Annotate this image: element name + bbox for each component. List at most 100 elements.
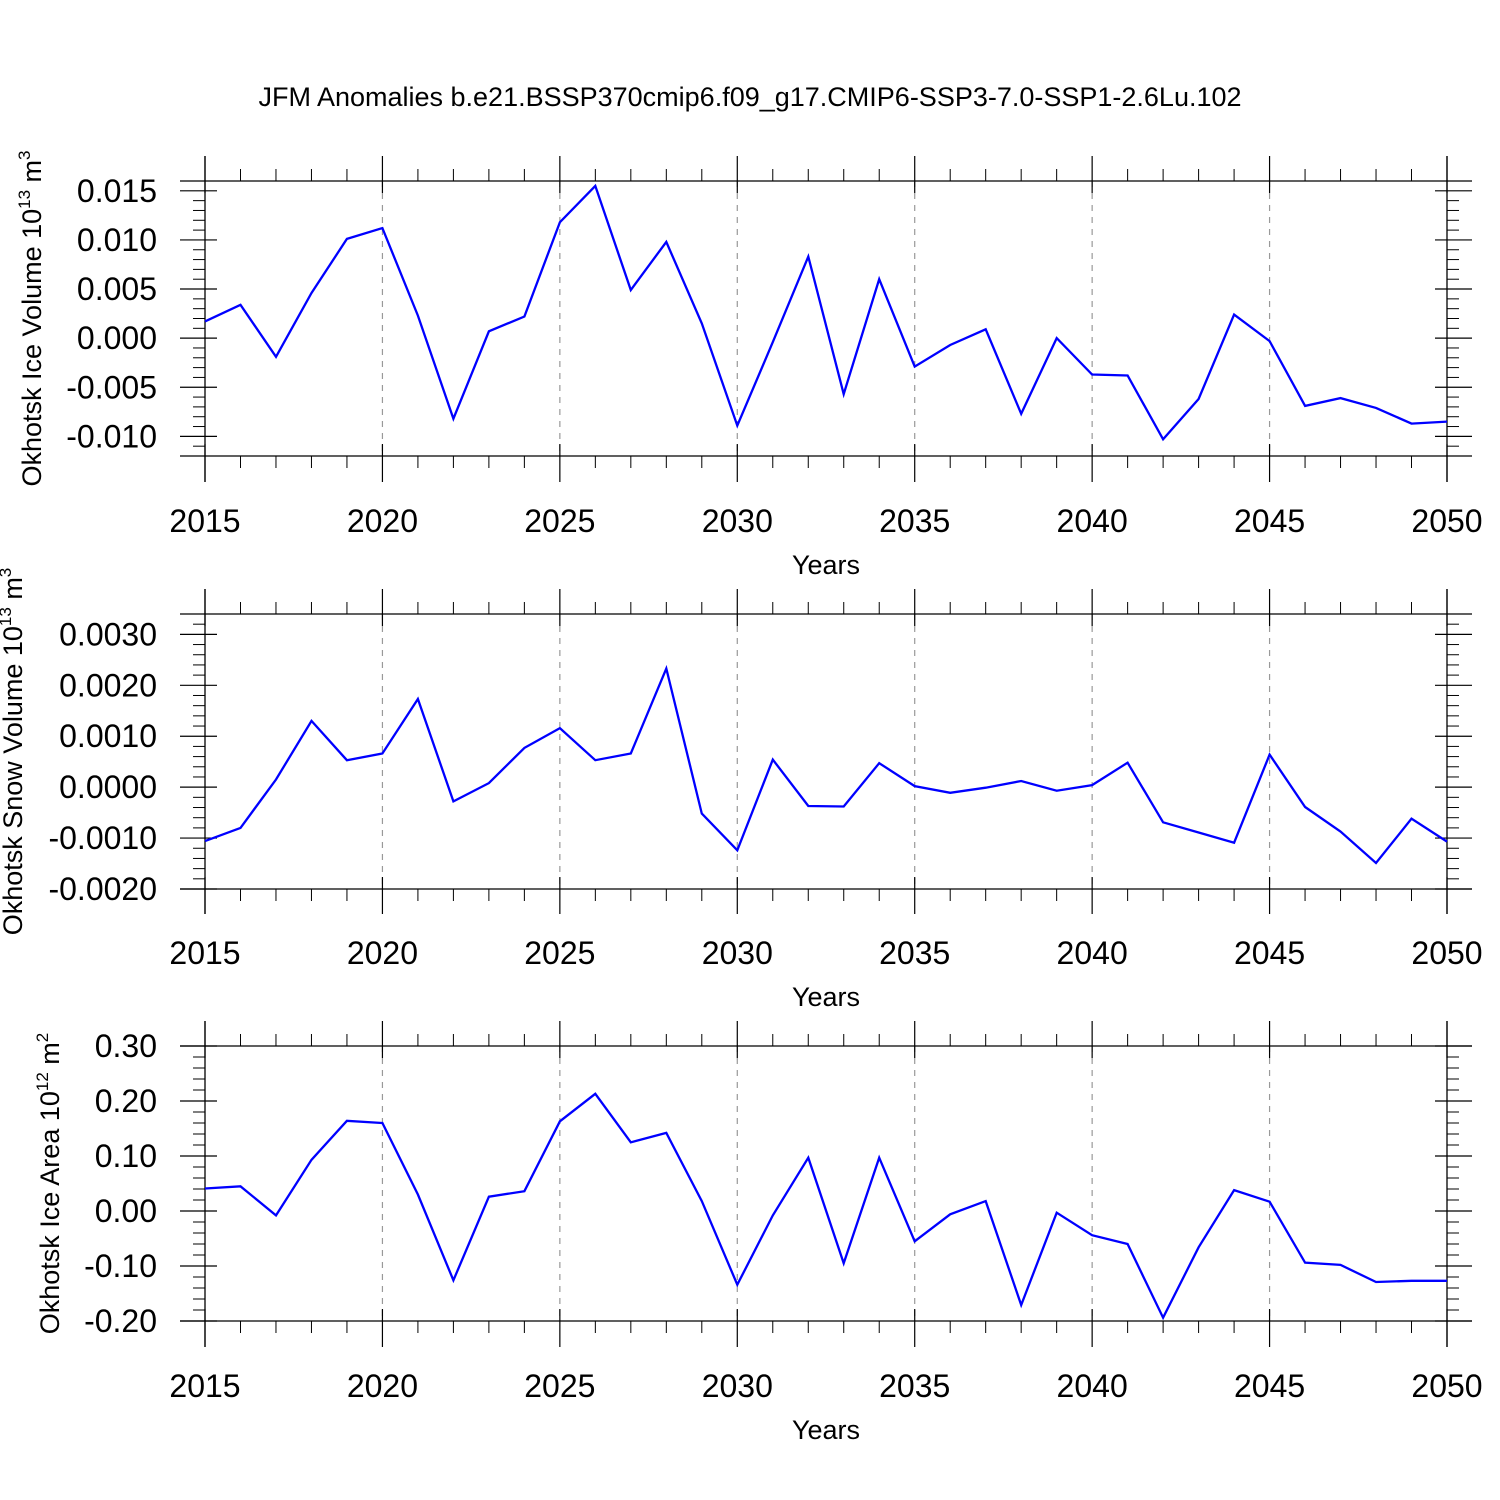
- snow-volume-data-point: [417, 698, 419, 700]
- snow-volume-data-point: [1020, 780, 1022, 782]
- ice-volume-data-point: [1304, 405, 1306, 407]
- ice-area-data-point: [949, 1213, 951, 1215]
- ice-volume-data-point: [204, 320, 206, 322]
- snow-volume-y-tick-label: 0.0020: [59, 667, 157, 703]
- snow-volume-data-point: [878, 762, 880, 764]
- ice-area-data-point: [1410, 1280, 1412, 1282]
- ice-volume-data-point: [1162, 438, 1164, 440]
- snow-volume-data-point: [1375, 862, 1377, 864]
- snow-volume-data-point: [914, 785, 916, 787]
- ice-volume-y-tick-label: 0.005: [77, 271, 157, 307]
- ice-volume-data-point: [346, 238, 348, 240]
- snow-volume-data-point: [1126, 762, 1128, 764]
- ice-area-data-point: [914, 1240, 916, 1242]
- snow-volume-data-point: [1162, 821, 1164, 823]
- ice-area-x-tick-label: 2025: [524, 1368, 595, 1404]
- ice-volume-data-point: [1446, 420, 1448, 422]
- snow-volume-series-line: [204, 664, 1448, 865]
- snow-volume-data-point: [523, 747, 525, 749]
- ice-volume-y-tick-label: -0.005: [66, 369, 157, 405]
- snow-volume-x-tick-label: 2015: [169, 935, 240, 971]
- panel-snow-volume: -0.0020 -0.0010 0.0000 0.0010 0.0020 0.0030 20…: [0, 568, 1483, 1012]
- ice-area-data-point: [523, 1190, 525, 1192]
- snow-volume-data-point: [1233, 841, 1235, 843]
- ice-volume-data-point: [701, 322, 703, 324]
- snow-volume-data-point: [488, 782, 490, 784]
- ice-area-data-point: [1339, 1264, 1341, 1266]
- snow-volume-data-point: [1304, 806, 1306, 808]
- snow-volume-data-point: [984, 786, 986, 788]
- snow-volume-data-point: [1339, 830, 1341, 832]
- ice-area-data-point: [559, 1120, 561, 1122]
- chart-title: JFM Anomalies b.e21.BSSP370cmip6.f09_g17…: [258, 82, 1241, 112]
- snow-volume-data-point: [204, 840, 206, 842]
- ice-volume-data-point: [1375, 407, 1377, 409]
- ice-area-data-point: [310, 1159, 312, 1161]
- ice-volume-y-tick-label: -0.010: [66, 418, 157, 454]
- snow-volume-data-point: [1091, 784, 1093, 786]
- ice-volume-data-point: [523, 315, 525, 317]
- snow-volume-x-tick-label: 2020: [347, 935, 418, 971]
- ice-volume-data-point: [630, 289, 632, 291]
- ice-area-data-point: [346, 1120, 348, 1122]
- ice-area-data-point: [1091, 1234, 1093, 1236]
- ice-area-x-tick-label: 2035: [879, 1368, 950, 1404]
- ice-area-x-tick-label: 2040: [1057, 1368, 1128, 1404]
- snow-volume-data-point: [807, 805, 809, 807]
- snow-volume-x-tick-label: 2050: [1411, 935, 1482, 971]
- ice-volume-x-tick-label: 2040: [1057, 503, 1128, 539]
- snow-volume-y-tick-label: 0.0030: [59, 616, 157, 652]
- snow-volume-data-point: [1197, 831, 1199, 833]
- ice-area-data-point: [452, 1279, 454, 1281]
- ice-area-data-point: [1233, 1189, 1235, 1191]
- ice-area-data-point: [1268, 1200, 1270, 1202]
- snow-volume-x-tick-label: 2025: [524, 935, 595, 971]
- snow-volume-x-tick-label: 2045: [1234, 935, 1305, 971]
- snow-volume-data-point: [310, 720, 312, 722]
- ice-area-data-point: [1055, 1211, 1057, 1213]
- ice-area-y-tick-label: -0.10: [84, 1248, 157, 1284]
- snow-volume-data-point: [843, 805, 845, 807]
- ice-area-y-tick-label: 0.30: [95, 1028, 157, 1064]
- snow-volume-data-point: [594, 759, 596, 761]
- ice-volume-data-point: [772, 341, 774, 343]
- ice-area-data-point: [807, 1156, 809, 1158]
- ice-volume-series-line: [204, 183, 1448, 442]
- ice-volume-x-tick-label: 2030: [702, 503, 773, 539]
- ice-area-y-tick-label: 0.10: [95, 1138, 157, 1174]
- ice-area-data-point: [843, 1262, 845, 1264]
- ice-volume-x-tick-label: 2025: [524, 503, 595, 539]
- ice-area-data-point: [417, 1193, 419, 1195]
- ice-volume-y-tick-label: 0.010: [77, 222, 157, 258]
- snow-volume-y-tick-label: -0.0010: [48, 820, 157, 856]
- ice-volume-data-point: [594, 185, 596, 187]
- panel-ice-area: -0.20 -0.10 0.00 0.10 0.20 0.30 2015 2020 2025 20…: [33, 1021, 1483, 1445]
- ice-area-data-point: [665, 1132, 667, 1134]
- snow-volume-x-tick-label: 2030: [702, 935, 773, 971]
- snow-volume-data-point: [452, 800, 454, 802]
- ice-area-y-tick-label: 0.00: [95, 1193, 157, 1229]
- ice-volume-x-tick-label: 2035: [879, 503, 950, 539]
- ice-volume-data-point: [949, 344, 951, 346]
- ice-volume-data-point: [984, 328, 986, 330]
- ice-volume-data-point: [559, 221, 561, 223]
- ice-volume-data-point: [1091, 373, 1093, 375]
- snow-volume-data-point: [239, 827, 241, 829]
- ice-volume-y-tick-label: 0.000: [77, 320, 157, 356]
- ice-area-data-point: [1126, 1243, 1128, 1245]
- snow-volume-data-point: [665, 667, 667, 669]
- snow-volume-data-point: [949, 792, 951, 794]
- snow-volume-data-point: [1446, 840, 1448, 842]
- ice-volume-data-point: [878, 278, 880, 280]
- snow-volume-x-tick-label: 2040: [1057, 935, 1128, 971]
- ice-volume-data-point: [1339, 397, 1341, 399]
- ice-area-data-point: [381, 1122, 383, 1124]
- ice-volume-y-axis-title: Okhotsk Ice Volume 1013 m3: [15, 150, 47, 486]
- ice-volume-data-point: [452, 417, 454, 419]
- ice-volume-data-point: [843, 393, 845, 395]
- ice-volume-data-point: [807, 255, 809, 257]
- ice-volume-data-point: [1055, 337, 1057, 339]
- ice-area-x-axis-title: Years: [792, 1415, 860, 1445]
- ice-area-data-point: [204, 1187, 206, 1189]
